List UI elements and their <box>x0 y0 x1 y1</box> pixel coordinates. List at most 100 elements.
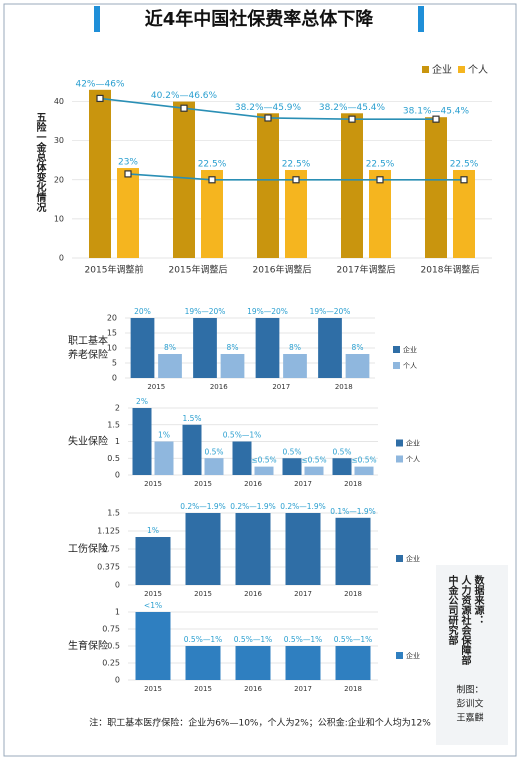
y-tick-label: 0.75 <box>102 625 120 634</box>
y-tick-label: 5 <box>112 359 117 368</box>
bar <box>235 513 271 585</box>
y-tick-label: 1 <box>115 437 120 446</box>
bar-label: 8% <box>227 343 239 352</box>
y-tick-label: 1.125 <box>97 527 120 536</box>
x-tick-label: 2016 <box>210 383 228 391</box>
bar <box>282 458 302 475</box>
bar <box>318 318 342 378</box>
bar <box>354 466 374 475</box>
bar-label: 38.2%—45.4% <box>319 103 386 113</box>
x-tick-label: 2016 <box>244 685 262 693</box>
bar <box>130 318 155 378</box>
panel-title: 生育保险 <box>68 639 108 652</box>
x-tick-label: 2017 <box>272 383 290 391</box>
bar-label: ≤0.5% <box>251 456 276 465</box>
trend-marker <box>208 176 216 184</box>
bar-label: 20% <box>134 307 151 316</box>
bar-label: 22.5% <box>366 160 395 170</box>
legend-swatch <box>422 66 429 73</box>
bar-label: ≤0.5% <box>301 456 326 465</box>
credit-text: 制图： <box>456 684 483 696</box>
credit-text: 彭训文 <box>456 698 483 710</box>
bar-label: 38.1%—45.4% <box>403 107 470 117</box>
legend-label: 企业 <box>406 554 420 563</box>
source-text: 人力资源社会保障部 <box>459 574 472 666</box>
bar-label: 0.5%—1% <box>234 635 272 644</box>
panel-title: 职工基本 <box>68 334 108 347</box>
note: 注：职工基本医疗保险：企业为6%—10%，个人为2%；公积金:企业和个人均为12… <box>89 717 431 729</box>
bar <box>285 646 321 680</box>
bar-label: 0.5%—1% <box>334 635 372 644</box>
y-axis-label: 五险一金总体变化情况 <box>34 112 47 213</box>
bar-label: 0.5% <box>204 447 223 456</box>
bar <box>201 170 223 258</box>
legend-swatch <box>393 346 400 353</box>
x-tick-label: 2017年调整后 <box>337 264 396 276</box>
bar-label: 1% <box>158 431 170 440</box>
y-tick-label: 1.5 <box>107 509 120 518</box>
bar <box>341 113 363 259</box>
bar <box>257 113 279 259</box>
bar-label: 19%—20% <box>247 307 288 316</box>
y-tick-label: 0 <box>112 374 117 383</box>
bar-label: 0.5%—1% <box>223 431 261 440</box>
bar <box>335 646 371 680</box>
x-tick-label: 2018 <box>344 480 362 488</box>
bar <box>135 612 171 680</box>
bar <box>89 89 111 258</box>
bar <box>332 458 352 475</box>
bar <box>285 513 321 585</box>
bar <box>304 466 324 475</box>
bar-label: 0.5% <box>282 447 301 456</box>
legend-swatch <box>396 455 403 463</box>
bar-label: 8% <box>289 343 301 352</box>
y-tick-label: 0.75 <box>102 545 120 554</box>
x-tick-label: 2016年调整后 <box>253 264 312 276</box>
x-tick-label: 2018 <box>344 590 362 598</box>
bar-label: 2% <box>136 397 148 406</box>
bar <box>283 354 307 378</box>
x-tick-label: 2018 <box>344 685 362 693</box>
bar <box>117 168 139 258</box>
bar <box>425 117 447 258</box>
y-tick-label: 2 <box>115 404 120 413</box>
trend-marker <box>96 94 104 103</box>
bar-label: 0.2%—1.9% <box>230 502 276 511</box>
y-tick-label: 15 <box>107 329 117 338</box>
trend-marker <box>264 114 272 122</box>
trend-marker <box>376 176 384 184</box>
x-tick-label: 2015 <box>144 480 162 488</box>
bar <box>135 537 171 585</box>
y-tick-label: 1.5 <box>107 420 120 429</box>
bar-label: 42%—46% <box>75 79 124 89</box>
bar <box>182 424 202 475</box>
y-tick-label: 0.5 <box>107 642 120 651</box>
bar <box>158 354 182 378</box>
legend-label: 企业 <box>403 345 417 354</box>
trend-marker <box>348 115 356 123</box>
bar <box>220 354 245 378</box>
trend-marker <box>124 170 132 178</box>
bar <box>453 170 475 258</box>
x-tick-label: 2017 <box>294 480 312 488</box>
y-tick-label: 20 <box>107 314 117 323</box>
x-tick-label: 2015 <box>144 685 162 693</box>
x-tick-label: 2016 <box>244 590 262 598</box>
bar-label: ≤0.5% <box>351 456 376 465</box>
y-tick-label: 0.375 <box>97 563 120 572</box>
bar-label: 1% <box>147 526 159 535</box>
y-tick-label: 0 <box>59 254 64 263</box>
legend-label: 个人 <box>468 64 488 76</box>
credit-text: 王嘉麒 <box>456 712 483 724</box>
bar-label: 0.5% <box>332 447 351 456</box>
y-tick-label: 1 <box>115 608 120 617</box>
x-tick-label: 2017 <box>294 685 312 693</box>
bar-label: 38.2%—45.9% <box>235 103 302 113</box>
x-tick-label: 2015 <box>194 480 212 488</box>
panel-title: 养老保险 <box>68 348 108 361</box>
trend-marker <box>292 176 300 184</box>
bar <box>254 466 274 475</box>
x-tick-label: 2018年调整后 <box>421 264 480 276</box>
x-tick-label: 2017 <box>294 590 312 598</box>
